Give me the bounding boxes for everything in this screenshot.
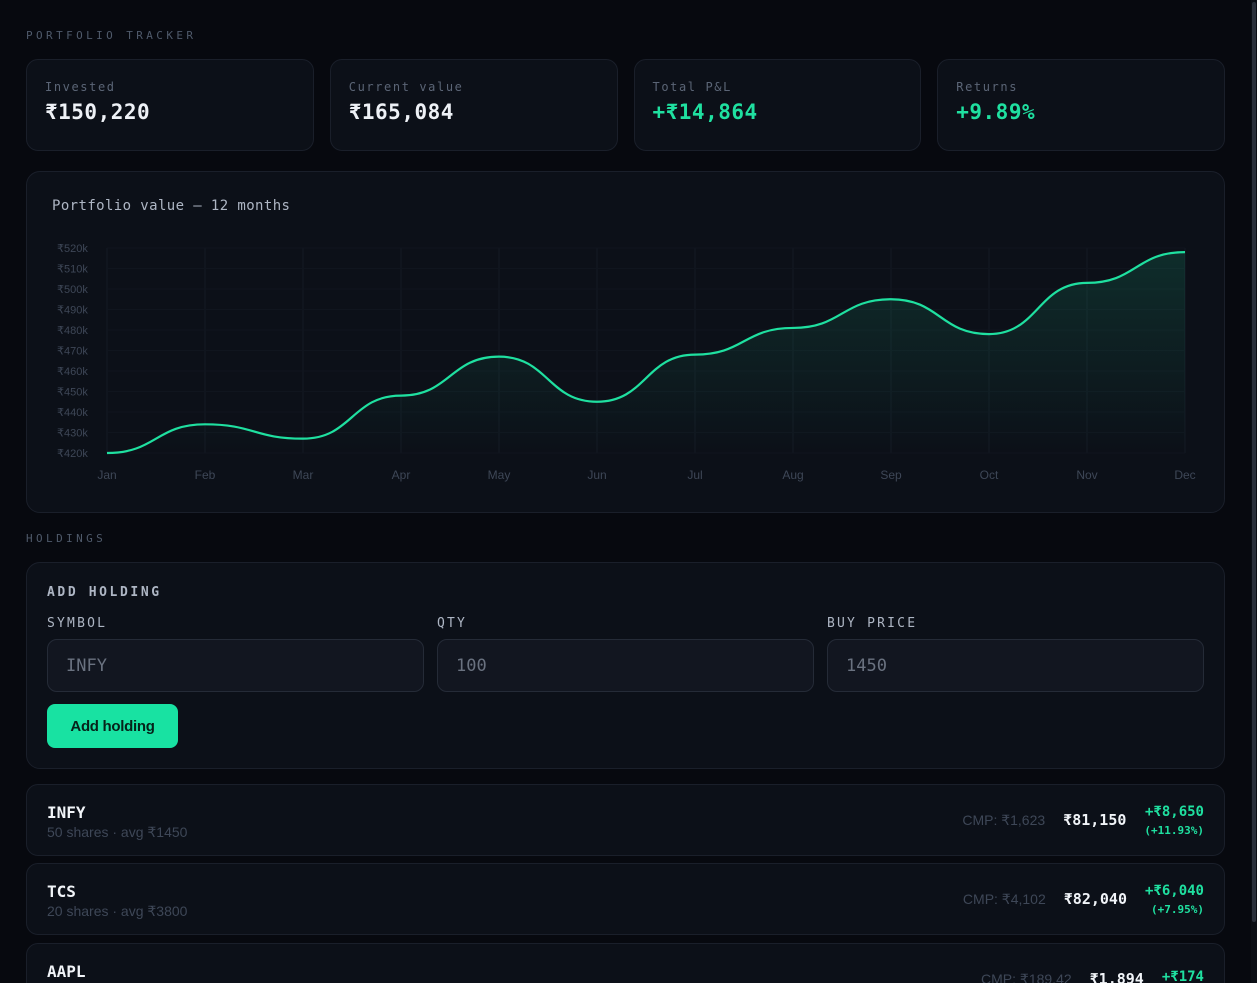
stat-value: ₹150,220	[45, 100, 151, 124]
stats-row: Invested ₹150,220 Current value ₹165,084…	[26, 59, 1225, 151]
holding-pl-amount: +₹6,040	[1144, 882, 1204, 899]
holding-cmp: CMP: ₹189.42	[981, 970, 1072, 983]
stat-value: +9.89%	[956, 100, 1036, 124]
add-holding-card: ADD HOLDING SYMBOL QTY BUY PRICE Add hol…	[26, 562, 1225, 769]
page-scrollbar[interactable]	[1251, 0, 1257, 983]
y-tick-label: ₹450k	[57, 387, 88, 399]
qty-label: QTY	[437, 616, 468, 631]
x-tick-label: Sep	[880, 468, 902, 482]
x-tick-label: Mar	[293, 468, 314, 482]
holding-pl: +₹8,650 (+11.93%)	[1144, 804, 1204, 837]
qty-field: QTY	[437, 616, 814, 692]
symbol-field: SYMBOL	[47, 616, 424, 692]
holding-symbol: AAPL	[47, 962, 86, 981]
qty-input[interactable]	[437, 639, 814, 692]
holding-value: ₹81,150	[1063, 811, 1127, 829]
scrollbar-thumb[interactable]	[1252, 2, 1256, 922]
portfolio-chart-card: Portfolio value — 12 months ₹420k ₹430k ₹4…	[26, 171, 1225, 513]
holding-symbol: INFY	[47, 803, 86, 822]
symbol-label: SYMBOL	[47, 616, 108, 631]
y-tick-label: ₹480k	[57, 325, 88, 337]
stat-invested: Invested ₹150,220	[26, 59, 314, 151]
stat-value: +₹14,864	[652, 100, 758, 124]
stat-total-pl: Total P&L +₹14,864	[633, 59, 922, 151]
holding-pl-percent: (+7.95%)	[1151, 902, 1204, 916]
x-tick-label: Nov	[1076, 468, 1097, 482]
holding-pl-amount: +₹8,650	[1144, 803, 1204, 820]
x-tick-label: Jan	[97, 468, 116, 482]
holding-pl: +₹6,040 (+7.95%)	[1145, 883, 1204, 916]
chart-title: Portfolio value — 12 months	[52, 198, 291, 214]
holding-cmp: CMP: ₹1,623	[962, 811, 1046, 828]
stat-label: Invested	[45, 80, 116, 94]
holding-cmp: CMP: ₹4,102	[962, 890, 1046, 907]
holding-pl-amount: +₹174	[1161, 969, 1204, 983]
x-tick-label: May	[488, 468, 511, 482]
buy-price-input[interactable]	[827, 639, 1204, 692]
series-area	[107, 252, 1185, 453]
y-tick-label: ₹490k	[57, 305, 88, 317]
x-tick-label: Jun	[587, 468, 606, 482]
x-tick-label: Apr	[392, 468, 411, 482]
holding-row-aapl[interactable]: AAPL CMP: ₹189.42 ₹1,894 +₹174	[26, 943, 1225, 983]
app-title: PORTFOLIO TRACKER	[26, 29, 197, 42]
stat-value: ₹165,084	[348, 100, 454, 124]
holding-metrics: CMP: ₹4,102 ₹82,040 +₹6,040 (+7.95%)	[963, 878, 1204, 920]
y-tick-label: ₹430k	[57, 428, 88, 440]
add-holding-button[interactable]: Add holding	[47, 704, 178, 748]
holding-pl-percent: (+11.93%)	[1144, 823, 1204, 837]
stat-label: Total P&L	[652, 80, 732, 94]
holding-metrics: CMP: ₹189.42 ₹1,894 +₹174	[981, 958, 1204, 983]
y-tick-label: ₹510k	[57, 264, 88, 276]
series-line	[106, 251, 1186, 455]
y-tick-label: ₹420k	[57, 448, 88, 460]
holding-symbol: TCS	[47, 882, 76, 901]
stat-returns: Returns +9.89%	[937, 59, 1225, 151]
holding-value: ₹1,894	[1089, 970, 1144, 983]
buy-price-label: BUY PRICE	[827, 616, 918, 631]
y-tick-label: ₹500k	[57, 284, 88, 296]
symbol-input[interactable]	[47, 639, 424, 692]
holding-detail: 50 shares · avg ₹1450	[47, 824, 188, 840]
holding-row-tcs[interactable]: TCS 20 shares · avg ₹3800 CMP: ₹4,102 ₹8…	[26, 863, 1225, 935]
x-tick-label: Oct	[980, 468, 999, 482]
holdings-label: HOLDINGS	[26, 532, 107, 545]
x-tick-label: Dec	[1174, 468, 1195, 482]
y-tick-label: ₹440k	[57, 407, 88, 419]
holding-pl: +₹174	[1162, 969, 1204, 983]
add-holding-title: ADD HOLDING	[47, 585, 162, 600]
x-tick-label: Jul	[687, 468, 702, 482]
y-tick-label: ₹520k	[57, 243, 88, 255]
stat-current-value: Current value ₹165,084	[329, 59, 618, 151]
portfolio-value-chart: ₹420k ₹430k ₹440k ₹450k ₹460k ₹470k ₹480k ₹490k…	[57, 243, 1196, 482]
stat-label: Returns	[956, 80, 1019, 94]
stat-label: Current value	[348, 80, 464, 94]
holding-value: ₹82,040	[1063, 890, 1127, 908]
holding-detail: 20 shares · avg ₹3800	[47, 903, 188, 919]
holding-metrics: CMP: ₹1,623 ₹81,150 +₹8,650 (+11.93%)	[962, 799, 1204, 841]
y-tick-label: ₹460k	[57, 366, 88, 378]
buy-price-field: BUY PRICE	[827, 616, 1204, 692]
y-tick-label: ₹470k	[57, 346, 88, 358]
x-tick-label: Feb	[195, 468, 216, 482]
holding-row-infy[interactable]: INFY 50 shares · avg ₹1450 CMP: ₹1,623 ₹…	[26, 784, 1225, 856]
x-tick-label: Aug	[782, 468, 803, 482]
